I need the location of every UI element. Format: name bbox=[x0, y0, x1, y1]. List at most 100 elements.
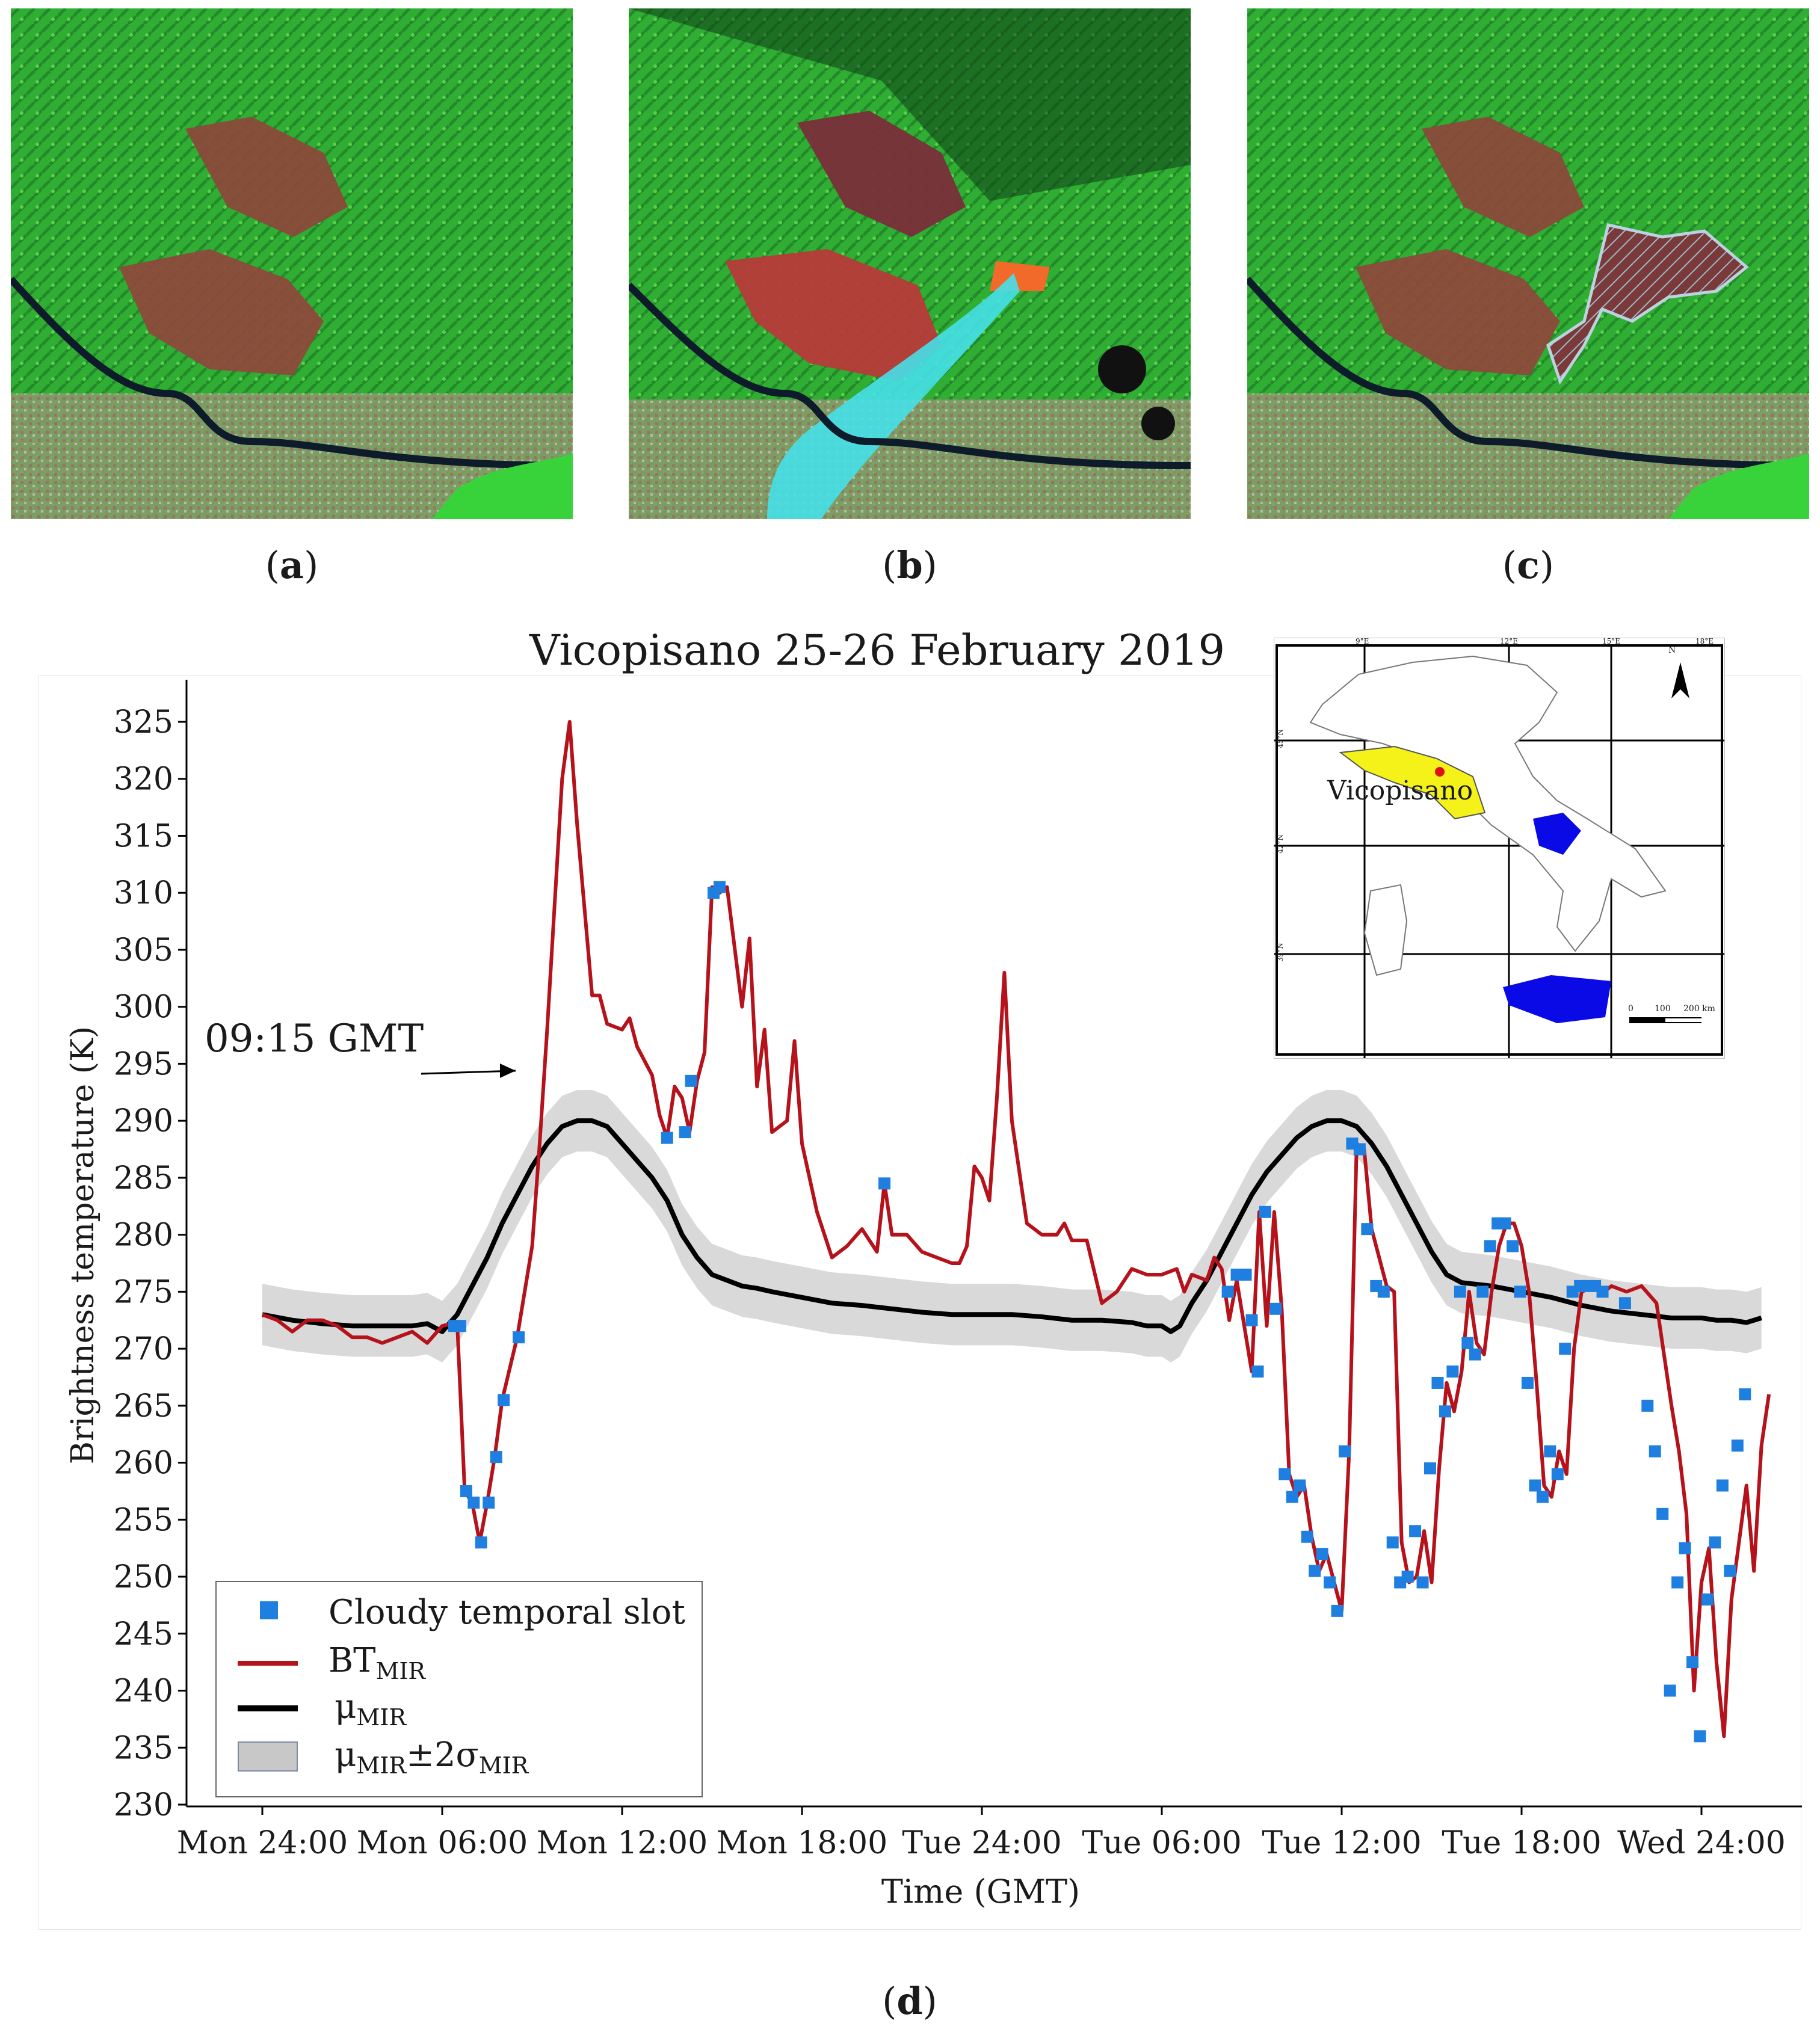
cloudy-slot-marker bbox=[1239, 1268, 1252, 1281]
y-tick-label: 290 bbox=[114, 1103, 173, 1139]
inset-lon-tick: 18°E bbox=[1695, 638, 1714, 645]
legend-line-black bbox=[238, 1705, 298, 1711]
cloudy-slot-marker bbox=[1279, 1468, 1291, 1480]
y-tick-label: 320 bbox=[114, 762, 173, 798]
legend-label-band-mid: ±2σ bbox=[406, 1735, 479, 1775]
cloudy-slot-marker bbox=[1716, 1479, 1729, 1492]
y-tick-label: 230 bbox=[114, 1787, 173, 1823]
cloudy-slot-marker bbox=[1409, 1525, 1422, 1538]
x-tick-label: Mon 12:00 bbox=[537, 1825, 708, 1861]
annotation-arrowhead bbox=[499, 1064, 516, 1078]
cloudy-slot-marker bbox=[1731, 1439, 1744, 1452]
cloudy-slot-marker bbox=[1507, 1240, 1519, 1252]
inset-scale-100: 100 bbox=[1655, 1004, 1671, 1014]
cloudy-slot-marker bbox=[1431, 1376, 1444, 1389]
satellite-image-a bbox=[11, 8, 573, 519]
x-axis-label: Time (GMT) bbox=[881, 1873, 1080, 1910]
x-tick-label: Tue 12:00 bbox=[1262, 1825, 1421, 1861]
y-tick-label: 275 bbox=[114, 1274, 173, 1310]
cloudy-slot-marker bbox=[454, 1320, 466, 1332]
panel-label-b: (b) bbox=[882, 543, 937, 587]
legend-item-bt: BTMIR bbox=[217, 1641, 702, 1689]
cloudy-slot-marker bbox=[1559, 1343, 1572, 1355]
cloudy-slot-marker bbox=[1701, 1593, 1714, 1606]
inset-lon-tick: 15°E bbox=[1602, 638, 1621, 645]
cloudy-slot-marker bbox=[1309, 1565, 1321, 1577]
x-tick-label: Tue 06:00 bbox=[1082, 1825, 1241, 1861]
inset-lon-tick: 9°E bbox=[1356, 638, 1369, 645]
cloudy-slot-marker bbox=[1424, 1462, 1437, 1475]
cloudy-slot-marker bbox=[1386, 1536, 1399, 1549]
cloudy-slot-marker bbox=[1446, 1365, 1459, 1378]
x-tick-label: Tue 24:00 bbox=[902, 1825, 1061, 1861]
cloudy-slot-marker bbox=[1454, 1285, 1466, 1298]
cloudy-slot-marker bbox=[1361, 1223, 1374, 1236]
cloudy-slot-marker bbox=[1269, 1302, 1282, 1315]
cloudy-slot-marker bbox=[1686, 1656, 1699, 1669]
cloudy-slot-marker bbox=[1286, 1491, 1298, 1503]
cloudy-slot-marker bbox=[1694, 1730, 1706, 1743]
panel-label-a: (a) bbox=[265, 543, 319, 587]
italy-inset-map: Vicopisano N 9°E 12°E 15°E 18°E 45°N 42°… bbox=[1274, 638, 1725, 1059]
panel-label-c: (c) bbox=[1502, 543, 1555, 587]
legend-sub: MIR bbox=[478, 1752, 529, 1779]
legend-label-cloudy: Cloudy temporal slot bbox=[329, 1593, 685, 1632]
inset-north-label: N bbox=[1668, 645, 1676, 655]
y-tick-label: 270 bbox=[114, 1331, 173, 1367]
cloudy-slot-marker bbox=[1656, 1507, 1669, 1520]
cloudy-slot-marker bbox=[1596, 1285, 1609, 1298]
cloudy-slot-marker bbox=[1484, 1240, 1496, 1252]
chart-legend: Cloudy temporal slot BTMIR μMIR μMIR±2σM… bbox=[215, 1581, 703, 1797]
y-tick-label: 235 bbox=[114, 1730, 173, 1766]
cloudy-slot-marker bbox=[1439, 1405, 1451, 1418]
cloudy-slot-marker bbox=[1294, 1479, 1306, 1492]
cloudy-slot-marker bbox=[1476, 1285, 1489, 1298]
y-tick-label: 295 bbox=[114, 1046, 173, 1082]
bt-mir-line bbox=[261, 720, 1771, 1738]
cloudy-slot-marker bbox=[878, 1177, 891, 1190]
cloudy-slot-marker bbox=[1664, 1684, 1676, 1697]
cloudy-slot-marker bbox=[1316, 1548, 1328, 1560]
y-tick-label: 250 bbox=[114, 1559, 173, 1595]
annotation-label: 09:15 GMT bbox=[205, 1017, 424, 1061]
x-tick-label: Wed 24:00 bbox=[1617, 1825, 1786, 1861]
north-arrow-icon bbox=[1671, 662, 1689, 698]
cloudy-slot-marker bbox=[685, 1074, 697, 1087]
cloudy-slot-marker bbox=[1401, 1571, 1414, 1583]
y-tick-label: 255 bbox=[114, 1502, 173, 1538]
cloudy-slot-marker bbox=[1679, 1542, 1691, 1554]
y-tick-label: 315 bbox=[114, 818, 173, 854]
chart-title: Vicopisano 25-26 February 2019 bbox=[529, 626, 1226, 675]
cloudy-slot-marker bbox=[713, 881, 726, 893]
cloudy-slot-marker bbox=[1331, 1604, 1343, 1617]
inset-lon-tick: 12°E bbox=[1500, 638, 1519, 645]
cloudy-slot-marker bbox=[1709, 1536, 1721, 1549]
cloudy-slot-marker bbox=[1377, 1285, 1390, 1298]
inset-scale-0: 0 bbox=[1628, 1004, 1633, 1014]
legend-patch-grey bbox=[238, 1741, 298, 1772]
cloudy-slot-marker bbox=[1461, 1337, 1474, 1349]
cloudy-slot-marker bbox=[1536, 1491, 1549, 1503]
cloudy-slot-marker bbox=[1649, 1445, 1661, 1458]
inset-scale-200: 200 km bbox=[1683, 1004, 1715, 1014]
cloudy-slot-marker bbox=[1514, 1285, 1526, 1298]
satellite-image-c bbox=[1247, 8, 1809, 519]
cloudy-slot-marker bbox=[1724, 1565, 1736, 1577]
blue-region-sicily bbox=[1503, 975, 1611, 1023]
y-axis-label: Brightness temperature (K) bbox=[65, 1026, 101, 1464]
cloudy-slot-marker bbox=[1221, 1285, 1234, 1298]
y-tick-label: 245 bbox=[114, 1616, 173, 1652]
cloudy-slot-marker bbox=[1529, 1479, 1541, 1492]
cloudy-slot-marker bbox=[1469, 1348, 1481, 1361]
y-tick-label: 310 bbox=[114, 875, 173, 911]
inset-place-label: Vicopisano bbox=[1327, 775, 1473, 806]
cloudy-slot-marker bbox=[661, 1131, 673, 1144]
x-tick-label: Mon 24:00 bbox=[177, 1825, 348, 1861]
y-tick-label: 260 bbox=[114, 1446, 173, 1482]
inset-lat-tick: 45°N bbox=[1276, 729, 1285, 748]
legend-label-mu: μ bbox=[335, 1687, 357, 1726]
cloudy-slot-marker bbox=[1259, 1205, 1271, 1218]
cloudy-slot-marker bbox=[513, 1331, 525, 1344]
cloudy-slot-marker bbox=[498, 1394, 510, 1406]
cloudy-slot-marker bbox=[1499, 1217, 1511, 1230]
